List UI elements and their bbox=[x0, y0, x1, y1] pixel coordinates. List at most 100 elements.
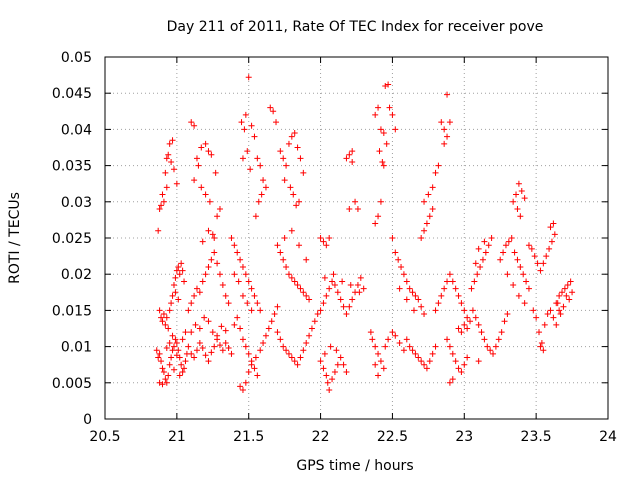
data-point bbox=[418, 235, 425, 241]
data-point bbox=[219, 347, 226, 354]
data-point bbox=[521, 195, 528, 202]
data-point bbox=[181, 365, 188, 372]
data-point bbox=[375, 104, 382, 111]
data-point bbox=[255, 198, 262, 205]
data-point bbox=[498, 329, 505, 336]
data-point bbox=[379, 158, 386, 165]
data-point bbox=[198, 144, 205, 151]
y-tick-label: 0.045 bbox=[52, 86, 92, 102]
data-point bbox=[294, 144, 301, 151]
y-tick-label: 0.02 bbox=[61, 267, 92, 283]
data-point bbox=[389, 235, 396, 241]
data-point bbox=[317, 358, 324, 365]
data-point bbox=[168, 300, 175, 307]
data-point bbox=[166, 361, 173, 368]
data-point bbox=[280, 155, 287, 162]
data-point bbox=[369, 336, 376, 343]
data-point bbox=[323, 242, 330, 249]
data-point bbox=[435, 300, 442, 307]
data-point bbox=[525, 285, 532, 292]
data-point bbox=[569, 289, 576, 296]
data-point bbox=[461, 361, 468, 368]
data-point bbox=[169, 347, 176, 354]
data-point bbox=[166, 307, 173, 314]
y-tick-label: 0.05 bbox=[61, 50, 92, 66]
data-point bbox=[375, 213, 382, 220]
data-point bbox=[429, 350, 436, 357]
data-point bbox=[287, 184, 294, 191]
data-point bbox=[553, 321, 560, 328]
data-point bbox=[337, 354, 344, 361]
x-axis-label: GPS time / hours bbox=[296, 458, 413, 474]
data-point bbox=[202, 352, 209, 359]
data-point bbox=[377, 126, 384, 133]
data-point bbox=[551, 231, 558, 238]
y-tick-label: 0.03 bbox=[61, 195, 92, 211]
data-point bbox=[155, 227, 162, 234]
y-tick-label: 0.035 bbox=[52, 159, 92, 175]
data-point bbox=[199, 238, 206, 245]
data-point bbox=[400, 271, 407, 278]
data-point bbox=[392, 249, 399, 256]
data-point bbox=[540, 260, 547, 267]
data-point bbox=[163, 155, 170, 162]
data-point bbox=[444, 336, 451, 343]
data-point bbox=[242, 379, 249, 386]
data-point bbox=[181, 278, 188, 285]
data-point bbox=[372, 361, 379, 368]
data-point bbox=[205, 358, 212, 365]
data-point bbox=[517, 263, 524, 270]
data-point bbox=[239, 387, 246, 394]
y-tick-label: 0.04 bbox=[61, 122, 92, 138]
data-point bbox=[231, 242, 238, 249]
data-point bbox=[205, 318, 212, 325]
data-point bbox=[265, 325, 272, 332]
data-point bbox=[294, 282, 301, 289]
data-point bbox=[162, 376, 169, 383]
data-point bbox=[182, 358, 189, 365]
data-point bbox=[172, 274, 179, 281]
data-point bbox=[166, 140, 173, 147]
data-point bbox=[514, 206, 521, 213]
data-point bbox=[537, 343, 544, 350]
data-point bbox=[446, 343, 453, 350]
data-point bbox=[179, 267, 186, 274]
y-tick-label: 0.01 bbox=[61, 340, 92, 356]
data-point bbox=[438, 119, 445, 126]
data-point bbox=[475, 245, 482, 252]
data-point bbox=[472, 260, 479, 267]
data-point bbox=[515, 180, 522, 187]
data-point bbox=[205, 227, 212, 234]
data-point bbox=[372, 343, 379, 350]
data-point bbox=[546, 245, 553, 252]
data-point bbox=[441, 126, 448, 133]
x-tick-label: 20.5 bbox=[89, 429, 120, 445]
data-point bbox=[248, 285, 255, 292]
data-point bbox=[547, 224, 554, 231]
data-point bbox=[285, 140, 292, 147]
data-point bbox=[170, 366, 177, 373]
data-point bbox=[330, 271, 337, 278]
data-point bbox=[559, 289, 566, 296]
data-point bbox=[403, 336, 410, 343]
x-tick-label: 24 bbox=[599, 429, 617, 445]
data-point bbox=[155, 354, 162, 361]
data-point bbox=[550, 314, 557, 321]
data-point bbox=[418, 358, 425, 365]
x-tick-label: 23 bbox=[455, 429, 473, 445]
data-point bbox=[455, 292, 462, 299]
data-point bbox=[478, 329, 485, 336]
data-point bbox=[225, 345, 232, 352]
data-point bbox=[267, 104, 274, 111]
data-point bbox=[327, 343, 334, 350]
data-point bbox=[196, 289, 203, 296]
data-point bbox=[158, 202, 165, 209]
data-point bbox=[173, 352, 180, 359]
data-point bbox=[163, 184, 170, 191]
data-point bbox=[248, 307, 255, 314]
data-point bbox=[432, 169, 439, 176]
data-point bbox=[252, 354, 259, 361]
data-point bbox=[343, 368, 350, 375]
data-point bbox=[452, 285, 459, 292]
data-point bbox=[209, 329, 216, 336]
